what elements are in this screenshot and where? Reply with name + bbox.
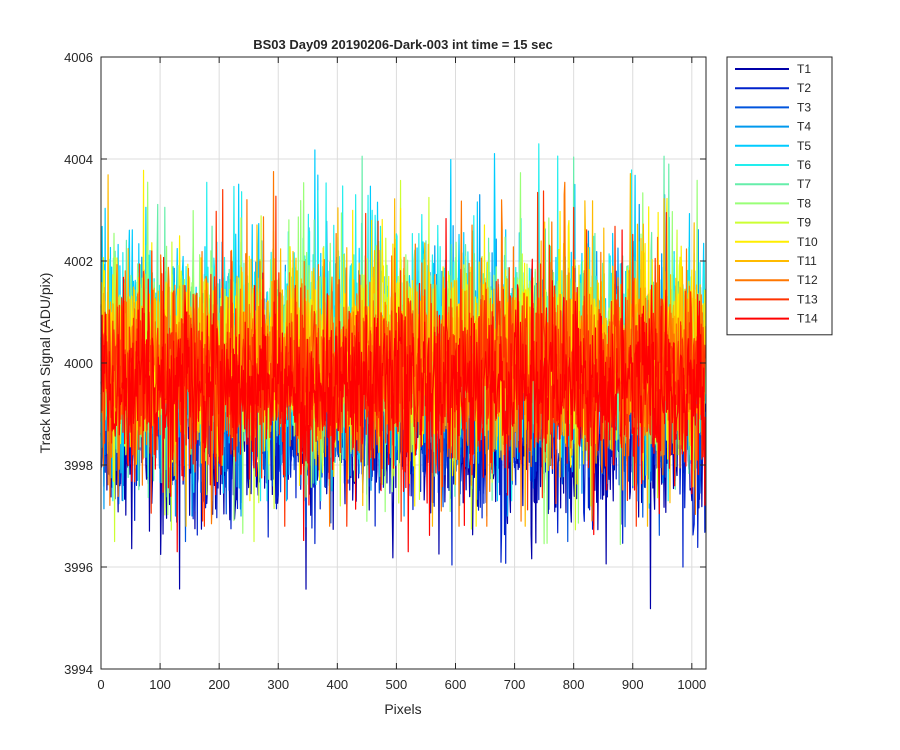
y-tick-label: 3994 (64, 662, 93, 677)
legend-label-t7: T7 (797, 177, 811, 191)
legend-label-t1: T1 (797, 62, 811, 76)
y-tick-label: 4000 (64, 356, 93, 371)
y-tick-label: 4006 (64, 50, 93, 65)
x-axis-label: Pixels (384, 701, 421, 717)
legend-label-t2: T2 (797, 81, 811, 95)
x-tick-label: 800 (563, 677, 585, 692)
legend-label-t12: T12 (797, 273, 818, 287)
y-axis-label: Track Mean Signal (ADU/pix) (37, 273, 53, 454)
series-line-t12 (100, 170, 706, 527)
x-tick-label: 700 (504, 677, 526, 692)
series-line-t14 (100, 218, 707, 553)
legend-label-t11: T11 (797, 254, 817, 268)
x-tick-label: 100 (149, 677, 171, 692)
legend-label-t5: T5 (797, 139, 811, 153)
legend: T1 T2 T3 T4 T5 T6 T7 T8 T9 T10 T11 T12 T13 T14 (726, 56, 833, 336)
x-tick-label: 900 (622, 677, 644, 692)
x-tick-label: 0 (97, 677, 104, 692)
chart-title: BS03 Day09 20190206-Dark-003 int time = … (253, 37, 553, 52)
series-line-t13 (100, 189, 707, 527)
legend-label-t6: T6 (797, 158, 811, 172)
series-layer (100, 143, 707, 610)
legend-label-t8: T8 (797, 196, 811, 210)
legend-box (726, 56, 833, 336)
x-tick-label: 400 (326, 677, 348, 692)
x-tick-label: 500 (386, 677, 408, 692)
x-tick-label: 1000 (677, 677, 706, 692)
x-tick-label: 300 (267, 677, 289, 692)
y-tick-label: 4004 (64, 152, 93, 167)
x-tick-label: 200 (208, 677, 230, 692)
legend-label-t9: T9 (797, 216, 811, 230)
axis-ticks: 0 100 200 300 400 500 600 700 800 900 1000 3994 3996… (64, 50, 706, 692)
x-tick-label: 600 (445, 677, 467, 692)
y-tick-label: 3998 (64, 458, 93, 473)
y-tick-label: 3996 (64, 560, 93, 575)
legend-label-t14: T14 (797, 312, 818, 326)
legend-label-t10: T10 (797, 235, 818, 249)
legend-label-t4: T4 (797, 120, 811, 134)
legend-label-t13: T13 (797, 292, 818, 306)
legend-label-t3: T3 (797, 100, 811, 114)
y-tick-label: 4002 (64, 254, 93, 269)
